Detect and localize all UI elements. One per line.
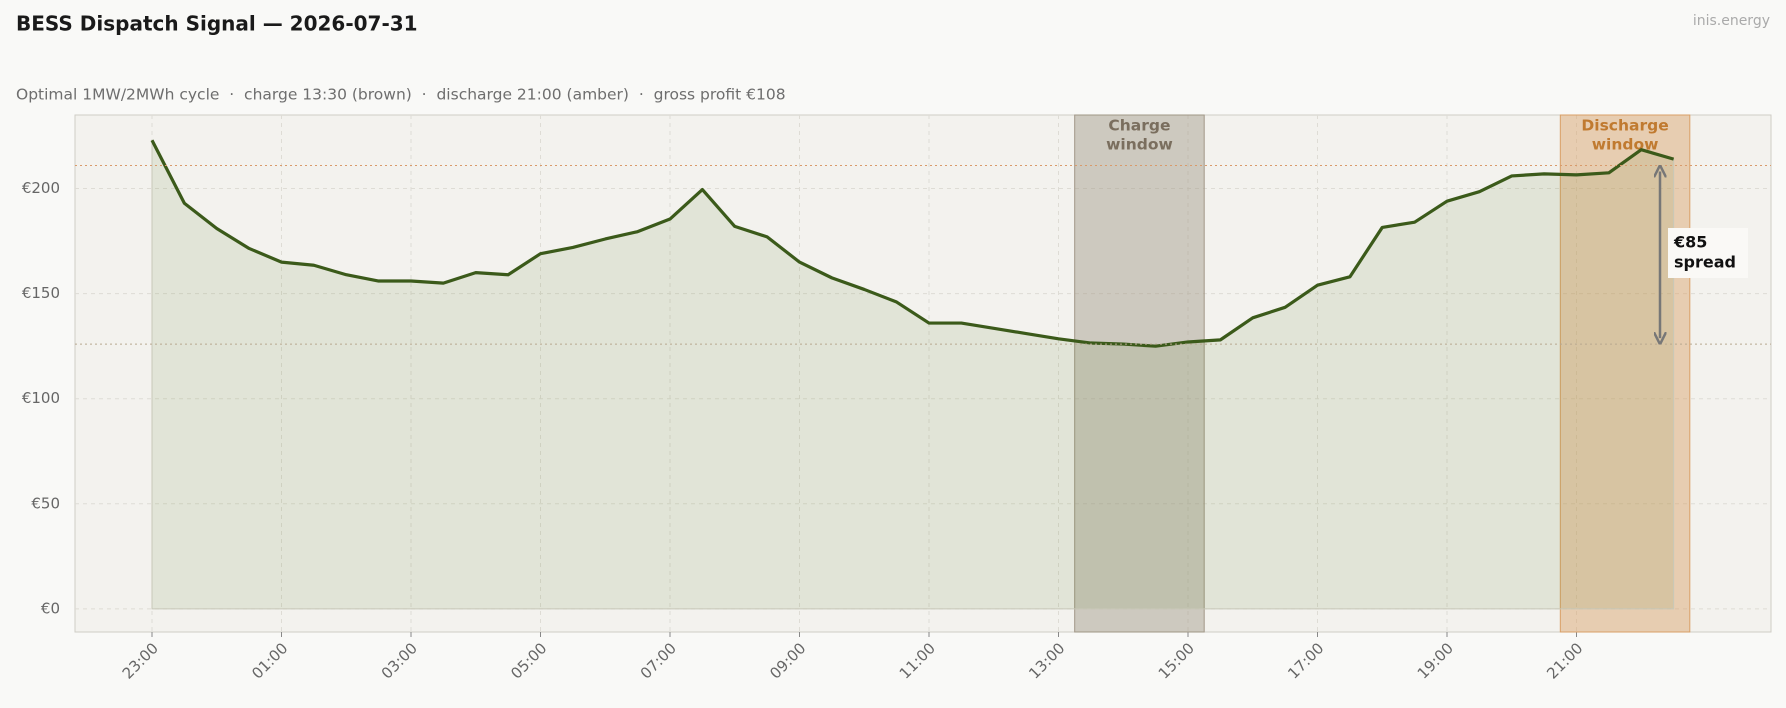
window-label: window [1106,136,1173,154]
plot-area [74,114,1772,633]
x-tick-label: 13:00 [1025,639,1068,682]
x-tick-label: 07:00 [637,639,680,682]
x-tick-label: 19:00 [1414,639,1457,682]
x-tick-label: 23:00 [119,639,162,682]
y-tick-label: €0 [41,599,60,617]
window-label: Discharge [1581,117,1668,135]
subtitle: Optimal 1MW/2MWh cycle · charge 13:30 (b… [16,86,786,104]
chart-title: BESS Dispatch Signal — 2026-07-31 [16,12,418,36]
window-label: Charge [1108,117,1170,135]
x-tick-label: 03:00 [378,639,421,682]
x-tick-label: 15:00 [1155,639,1198,682]
y-tick-label: €150 [22,284,60,302]
x-tick-label: 09:00 [766,639,809,682]
watermark: inis.energy [1693,13,1770,29]
annotation: €85 [1673,233,1707,252]
price-line [150,139,1675,348]
x-tick-label: 05:00 [507,639,550,682]
x-tick-label: 01:00 [248,639,291,682]
y-tick-label: €200 [22,179,60,197]
x-tick-label: 17:00 [1284,639,1327,682]
dispatch-window [1074,114,1205,633]
dispatch-window [1559,114,1691,633]
x-tick-label: 21:00 [1543,639,1586,682]
annotation: spread [1674,253,1736,272]
x-tick-label: 11:00 [896,639,939,682]
y-tick-label: €50 [31,494,60,512]
annotation-box [1668,228,1748,278]
y-tick-label: €100 [22,389,60,407]
